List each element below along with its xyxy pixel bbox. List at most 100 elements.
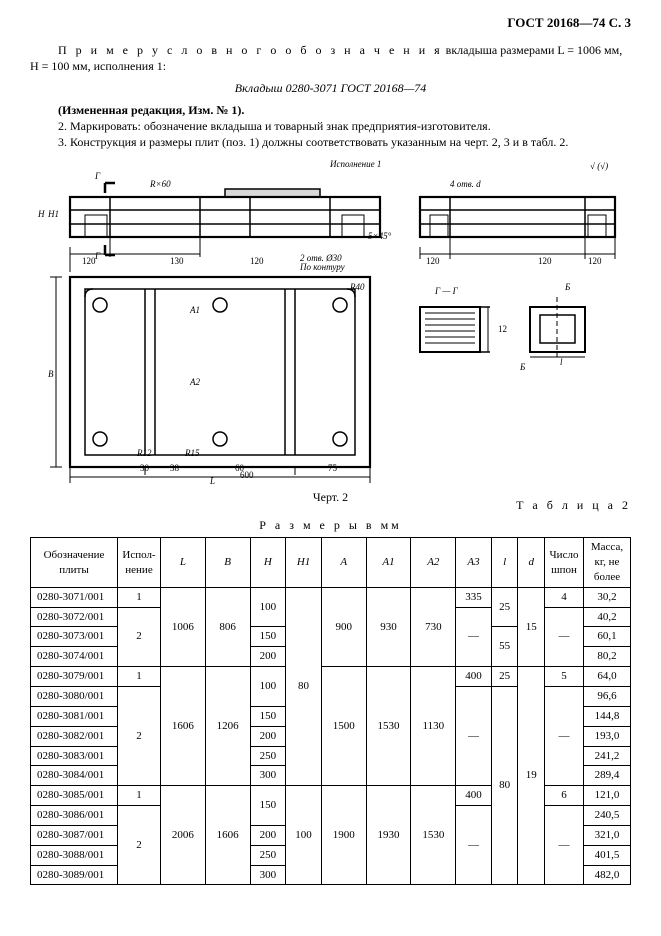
cell-mass: 80,2 <box>584 647 631 667</box>
svg-text:120: 120 <box>426 256 440 266</box>
cell-shpon: 4 <box>545 587 584 607</box>
cell-isp: 2 <box>118 806 161 885</box>
cell-H: 300 <box>250 766 286 786</box>
cell-des: 0280-3079/001 <box>31 667 118 687</box>
cell-mass: 321,0 <box>584 825 631 845</box>
cell-H: 150 <box>250 706 286 726</box>
svg-text:B: B <box>48 369 54 379</box>
cell-A: 1500 <box>321 667 366 786</box>
cell-mass: 241,2 <box>584 746 631 766</box>
svg-text:R40: R40 <box>349 282 365 292</box>
cell-des: 0280-3080/001 <box>31 686 118 706</box>
cell-H1: 100 <box>286 786 322 885</box>
intro-prefix: П р и м е р у с л о в н о г о о б о з н … <box>58 43 443 57</box>
svg-text:130: 130 <box>170 256 184 266</box>
cell-A3: — <box>456 686 492 785</box>
cell-A3: 335 <box>456 587 492 607</box>
svg-text:120: 120 <box>538 256 552 266</box>
designation-line: Вкладыш 0280-3071 ГОСТ 20168—74 <box>30 80 631 96</box>
cell-isp: 2 <box>118 607 161 667</box>
cell-l: 25 <box>491 587 518 627</box>
cell-H: 100 <box>250 667 286 707</box>
svg-text:√ (√): √ (√) <box>590 161 608 171</box>
cell-mass: 96,6 <box>584 686 631 706</box>
cell-H: 100 <box>250 587 286 627</box>
intro-line1: П р и м е р у с л о в н о г о о б о з н … <box>30 42 631 74</box>
cell-des: 0280-3081/001 <box>31 706 118 726</box>
cell-shpon: 6 <box>545 786 584 806</box>
col-H1: H1 <box>286 538 322 588</box>
cell-des: 0280-3082/001 <box>31 726 118 746</box>
cell-isp: 1 <box>118 667 161 687</box>
svg-text:12: 12 <box>498 324 507 334</box>
cell-H: 200 <box>250 726 286 746</box>
col-A2: A2 <box>411 538 456 588</box>
cell-des: 0280-3071/001 <box>31 587 118 607</box>
col-l: l <box>491 538 518 588</box>
col-isp: Испол- нение <box>118 538 161 588</box>
cell-mass: 30,2 <box>584 587 631 607</box>
cell-A3: 400 <box>456 667 492 687</box>
cell-des: 0280-3085/001 <box>31 786 118 806</box>
cell-A1: 1530 <box>366 667 411 786</box>
cell-des: 0280-3072/001 <box>31 607 118 627</box>
dimensions-table: Обозначение плиты Испол- нение L B H H1 … <box>30 537 631 885</box>
cell-mass: 193,0 <box>584 726 631 746</box>
cell-H: 200 <box>250 647 286 667</box>
cell-mass: 401,5 <box>584 845 631 865</box>
col-B: B <box>205 538 250 588</box>
svg-text:По контуру: По контуру <box>299 262 345 272</box>
cell-shpon: — <box>545 806 584 885</box>
cell-H: 200 <box>250 825 286 845</box>
cell-mass: 40,2 <box>584 607 631 627</box>
col-L: L <box>161 538 206 588</box>
cell-des: 0280-3087/001 <box>31 825 118 845</box>
col-A3: A3 <box>456 538 492 588</box>
col-A: A <box>321 538 366 588</box>
amend-text: (Измененная редакция, Изм. № 1). <box>58 103 244 117</box>
svg-text:A2: A2 <box>189 377 200 387</box>
svg-text:A1: A1 <box>189 305 200 315</box>
svg-text:5×45°: 5×45° <box>368 231 392 241</box>
svg-text:120: 120 <box>250 256 264 266</box>
cell-mass: 144,8 <box>584 706 631 726</box>
cell-L: 2006 <box>161 786 206 885</box>
cell-B: 806 <box>205 587 250 666</box>
cell-l: 55 <box>491 627 518 667</box>
cell-H: 300 <box>250 865 286 885</box>
cell-d: 19 <box>518 667 545 885</box>
svg-text:Г: Г <box>94 171 101 181</box>
note-3: 3. Конструкция и размеры плит (поз. 1) д… <box>30 134 631 150</box>
svg-text:120: 120 <box>82 256 96 266</box>
svg-text:Г — Г: Г — Г <box>434 286 459 296</box>
cell-A2: 1530 <box>411 786 456 885</box>
svg-text:H: H <box>37 209 45 219</box>
svg-text:600: 600 <box>240 470 254 480</box>
col-H: H <box>250 538 286 588</box>
cell-A3: — <box>456 607 492 667</box>
col-mass: Масса, кг, не более <box>584 538 631 588</box>
cell-A2: 730 <box>411 587 456 666</box>
amendment-line: (Измененная редакция, Изм. № 1). <box>30 102 631 118</box>
cell-L: 1006 <box>161 587 206 666</box>
cell-mass: 289,4 <box>584 766 631 786</box>
cell-mass: 60,1 <box>584 627 631 647</box>
col-A1: A1 <box>366 538 411 588</box>
cell-des: 0280-3086/001 <box>31 806 118 826</box>
cell-mass: 240,5 <box>584 806 631 826</box>
cell-isp: 1 <box>118 786 161 806</box>
svg-text:R12: R12 <box>136 448 152 458</box>
cell-isp: 1 <box>118 587 161 607</box>
svg-text:120: 120 <box>588 256 602 266</box>
svg-text:H1: H1 <box>47 209 59 219</box>
svg-text:R×60: R×60 <box>149 179 171 189</box>
cell-H1: 80 <box>286 587 322 785</box>
cell-H: 150 <box>250 627 286 647</box>
cell-des: 0280-3089/001 <box>31 865 118 885</box>
svg-text:Б: Б <box>564 282 571 292</box>
cell-l: 25 <box>491 667 518 687</box>
svg-text:38: 38 <box>170 463 180 473</box>
cell-A3: 400 <box>456 786 492 806</box>
cell-shpon: — <box>545 686 584 785</box>
cell-mass: 121,0 <box>584 786 631 806</box>
